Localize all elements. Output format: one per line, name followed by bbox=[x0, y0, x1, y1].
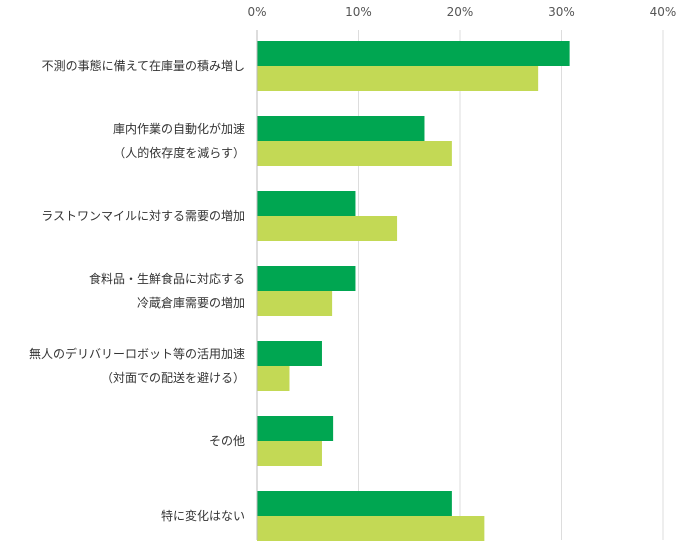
category-label: 庫内作業の自動化が加速 bbox=[113, 121, 245, 136]
x-tick-label: 0% bbox=[247, 5, 266, 19]
bar-series-2 bbox=[257, 66, 539, 91]
bar-series-1 bbox=[257, 491, 452, 516]
bar-series-2 bbox=[257, 291, 333, 316]
category-label: 食料品・生鮮食品に対応する bbox=[89, 271, 245, 286]
category-label: 不測の事態に備えて在庫量の積み増し bbox=[42, 58, 245, 73]
x-tick-label: 40% bbox=[650, 5, 677, 19]
bar-series-1 bbox=[257, 341, 322, 366]
x-tick-label: 20% bbox=[447, 5, 474, 19]
x-tick-labels: 0% 10% 20% 30% 40% bbox=[247, 5, 676, 19]
category-label: ラストワンマイルに対する需要の増加 bbox=[41, 209, 245, 223]
category-label: その他 bbox=[209, 434, 245, 448]
grid-lines bbox=[358, 30, 664, 540]
bar-series-2 bbox=[257, 141, 452, 166]
bar-series-1 bbox=[257, 116, 425, 141]
category-label: （対面での配送を避ける） bbox=[101, 370, 245, 385]
category-label: 特に変化はない bbox=[161, 508, 245, 523]
bar-series-2 bbox=[257, 516, 485, 541]
bar-series-1 bbox=[257, 416, 334, 441]
bar-series-2 bbox=[257, 366, 290, 391]
category-label: （人的依存度を減らす） bbox=[113, 145, 245, 160]
bars bbox=[257, 41, 570, 541]
bar-series-1 bbox=[257, 41, 570, 66]
category-label: 無人のデリバリーロボット等の活用加速 bbox=[29, 346, 245, 361]
x-tick-label: 10% bbox=[345, 5, 372, 19]
category-label: 冷蔵倉庫需要の増加 bbox=[137, 295, 245, 310]
x-tick-label: 30% bbox=[548, 5, 575, 19]
bar-series-2 bbox=[257, 216, 398, 241]
bar-series-2 bbox=[257, 441, 322, 466]
bar-series-1 bbox=[257, 191, 356, 216]
bar-series-1 bbox=[257, 266, 356, 291]
